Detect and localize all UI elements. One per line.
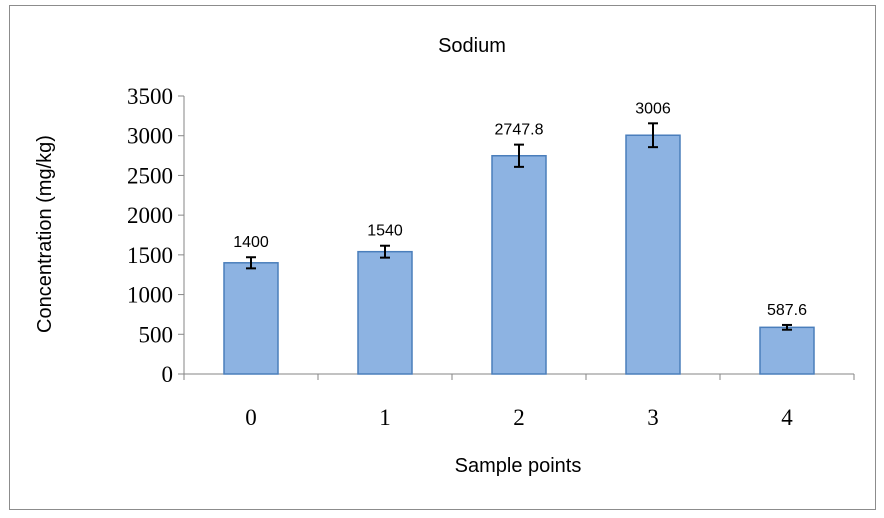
y-tick-label: 1000 (127, 283, 173, 308)
data-label: 587.6 (767, 302, 807, 319)
y-tick-label: 0 (162, 362, 174, 387)
bar (223, 262, 279, 375)
y-tick-label: 2500 (127, 163, 173, 188)
y-tick-label: 3000 (127, 124, 173, 149)
x-axis-label: Sample points (455, 455, 582, 477)
bar (625, 134, 681, 375)
x-tick-label: 0 (245, 405, 257, 430)
y-tick-label: 2000 (127, 203, 173, 228)
y-axis-label: Concentration (mg/kg) (34, 135, 56, 333)
bar (357, 250, 413, 375)
y-tick-label: 500 (139, 322, 174, 347)
plot-area: 0 500 1000 1500 2000 2500 3000 3500 1400 0 1540 1 27… (127, 84, 855, 430)
data-label: 3006 (635, 100, 671, 117)
y-tick-label: 1500 (127, 243, 173, 268)
x-tick-label: 3 (647, 405, 659, 430)
bar (491, 154, 547, 375)
data-label: 1540 (367, 223, 403, 240)
data-label: 1400 (233, 234, 269, 251)
bar (759, 326, 815, 375)
x-tick-label: 4 (781, 405, 793, 430)
y-tick-label: 3500 (127, 84, 173, 109)
x-tick-label: 1 (379, 405, 391, 430)
x-tick-label: 2 (513, 405, 525, 430)
chart-frame (9, 5, 876, 510)
chart-title: Sodium (438, 35, 506, 57)
data-label: 2747.8 (495, 122, 544, 139)
